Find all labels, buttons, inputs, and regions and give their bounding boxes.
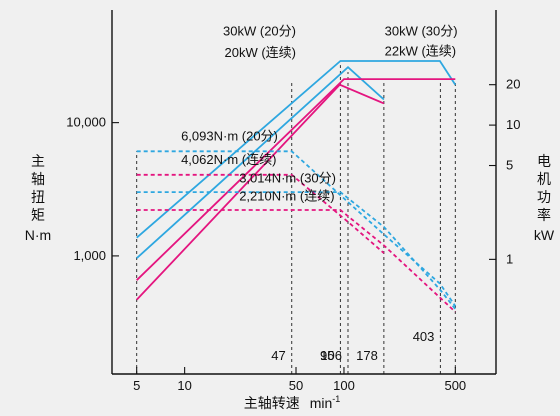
- annotation-label: 6,093N·m (20分): [181, 128, 278, 143]
- x-tick-label: 5: [133, 378, 140, 393]
- annotation-label: 20kW (连续): [224, 45, 296, 60]
- annotation-label: 2,210N·m (连续): [239, 189, 334, 204]
- y2-tick-label: 5: [506, 158, 513, 173]
- guide-label: 95: [320, 348, 334, 363]
- y2-axis-unit: kW: [534, 227, 555, 243]
- series-group: [136, 60, 457, 313]
- ticks: 5 10 50 100 500 1,000 10,000 1 5 10 20: [66, 77, 520, 393]
- annotation-label: 4,062N·m (连续): [181, 152, 276, 167]
- power-curve: [136, 65, 385, 259]
- x-axis-label: 主轴转速 min-1: [244, 394, 341, 411]
- axes: [111, 10, 497, 375]
- y2-tick-label: 20: [506, 77, 520, 92]
- guide-label: 178: [356, 348, 378, 363]
- x-tick-label: 10: [177, 378, 191, 393]
- y2-axis-label-char: 电: [537, 153, 551, 169]
- x-tick-label: 50: [289, 378, 303, 393]
- y-axis-label-char: 扭: [31, 189, 45, 205]
- power-curve: [136, 78, 456, 281]
- y-tick-label: 1,000: [73, 248, 106, 263]
- y-axis-label-char: 主: [31, 153, 45, 169]
- x-tick-label: 100: [333, 378, 355, 393]
- torque-curve: [136, 209, 456, 313]
- guide-label: 106: [320, 348, 342, 363]
- torque-curve: [136, 191, 457, 310]
- y2-axis-label-char: 机: [537, 171, 551, 187]
- x-axis-label-text: 主轴转速: [244, 395, 300, 411]
- y2-tick-label: 10: [506, 117, 520, 132]
- guide-label: 47: [271, 348, 285, 363]
- y2-axis-label-char: 功: [537, 189, 551, 205]
- x-axis-unit: min: [310, 395, 333, 411]
- power-curve: [136, 60, 457, 239]
- annotation-label: 30kW (30分): [385, 24, 458, 39]
- annotation-label: 22kW (连续): [385, 43, 457, 58]
- y-axis-label-char: 矩: [31, 207, 45, 223]
- x-axis-unit-sup: -1: [332, 394, 340, 404]
- y-axis-unit: N·m: [25, 227, 51, 243]
- y2-tick-label: 1: [506, 251, 513, 266]
- power-curve: [136, 83, 385, 301]
- torque-curve: [136, 173, 385, 254]
- annotations: 30kW (20分) 20kW (连续) 30kW (30分) 22kW (连续) 6,…: [181, 24, 458, 204]
- guide-label: 403: [413, 329, 435, 344]
- annotation-label: 3,014N·m (30分): [239, 171, 336, 186]
- annotation-label: 30kW (20分): [223, 24, 296, 39]
- y-tick-label: 10,000: [66, 115, 106, 130]
- x-tick-label: 500: [444, 378, 466, 393]
- y-axis-label-char: 轴: [31, 171, 45, 187]
- y2-axis-label-char: 率: [537, 207, 551, 223]
